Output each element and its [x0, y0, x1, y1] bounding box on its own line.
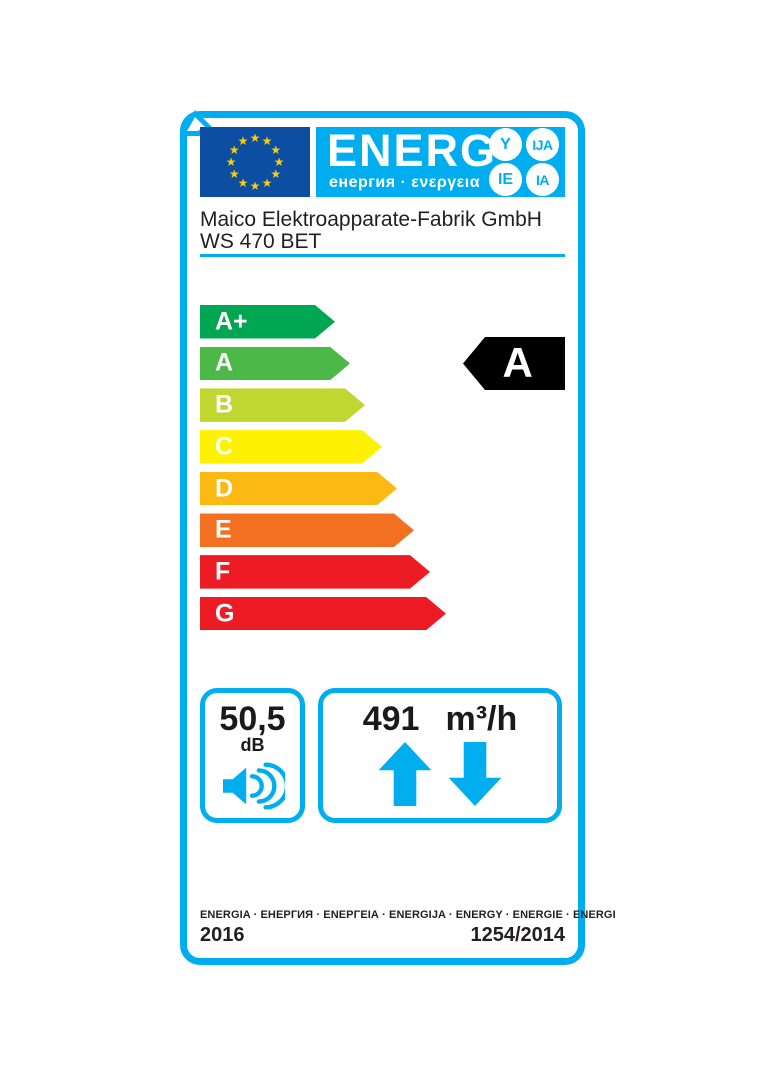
svg-text:★: ★	[262, 134, 273, 148]
footer-languages: ENERGIA · ЕНЕРГИЯ · ΕΝΕΡΓΕΙΑ · ENERGIJA …	[200, 909, 616, 921]
scale-arrow-e: E	[200, 513, 414, 547]
airflow-unit: m³/h	[445, 700, 518, 738]
label-header: ★ ★ ★ ★ ★ ★ ★ ★ ★ ★ ★ ★	[200, 127, 565, 197]
scale-arrow-label: A	[215, 348, 234, 377]
airflow-value: 491	[362, 700, 420, 738]
value-boxes: 50,5 dB 491 m³/h	[200, 688, 565, 823]
energ-logo: ENERG енергия · ενεργεια Y IJA IE IA	[316, 127, 565, 197]
svg-text:★: ★	[270, 143, 281, 157]
energ-suffix-circles: Y IJA IE IA	[489, 128, 561, 196]
scale-arrow-f: F	[200, 555, 430, 589]
airflow-value-line: 491 m³/h	[323, 702, 557, 736]
efficiency-scale: A+ A B C D E F G A	[200, 305, 565, 641]
footer-row: 2016 1254/2014	[200, 924, 565, 947]
suffix-circle-y: Y	[489, 128, 522, 161]
supplier-block: Maico Elektroapparate-Fabrik GmbH WS 470…	[200, 209, 565, 253]
arrow-up-icon	[378, 742, 432, 806]
scale-arrow-g: G	[200, 597, 446, 631]
noise-value: 50,5	[219, 700, 286, 738]
label-content: ★ ★ ★ ★ ★ ★ ★ ★ ★ ★ ★ ★	[200, 127, 616, 949]
energ-logo-text: ENERG	[327, 125, 498, 176]
eu-flag-icon: ★ ★ ★ ★ ★ ★ ★ ★ ★ ★ ★ ★	[200, 127, 310, 197]
svg-text:★: ★	[229, 167, 240, 181]
svg-text:★: ★	[262, 176, 273, 190]
divider-rule	[200, 254, 565, 257]
energy-label: ★ ★ ★ ★ ★ ★ ★ ★ ★ ★ ★ ★	[180, 110, 616, 965]
svg-text:★: ★	[250, 131, 261, 145]
svg-text:★: ★	[238, 134, 249, 148]
airflow-box: 491 m³/h	[318, 688, 562, 823]
scale-arrow-label: D	[215, 474, 234, 502]
scale-arrow-label: F	[215, 557, 231, 586]
suffix-circle-ie: IE	[489, 163, 522, 196]
scale-arrow-c: C	[200, 430, 382, 464]
rating-class-letter: A	[502, 338, 533, 386]
eu-stars-icon: ★ ★ ★ ★ ★ ★ ★ ★ ★ ★ ★ ★	[226, 131, 285, 193]
svg-text:★: ★	[270, 167, 281, 181]
noise-unit: dB	[240, 735, 265, 755]
scale-arrow-label: C	[215, 432, 234, 461]
supplier-name: Maico Elektroapparate-Fabrik GmbH	[200, 208, 542, 231]
speaker-icon	[205, 761, 300, 816]
svg-text:★: ★	[226, 155, 237, 169]
svg-text:★: ★	[250, 179, 261, 193]
suffix-circle-ia: IA	[526, 163, 559, 196]
model-name: WS 470 BET	[200, 230, 322, 253]
scale-arrow-b: B	[200, 388, 365, 422]
scale-arrow-d: D	[200, 472, 397, 506]
suffix-circle-ija: IJA	[526, 128, 559, 161]
airflow-arrows	[323, 742, 557, 806]
rating-arrow: A	[463, 337, 565, 390]
svg-text:★: ★	[229, 143, 240, 157]
scale-arrow-a: A	[200, 347, 350, 381]
svg-text:★: ★	[274, 155, 285, 169]
scale-arrow-a-plus: A+	[200, 305, 335, 339]
svg-text:★: ★	[238, 176, 249, 190]
noise-box: 50,5 dB	[200, 688, 305, 823]
footer-year: 2016	[200, 924, 245, 946]
scale-arrow-label: E	[215, 515, 232, 544]
scale-arrow-label: G	[215, 599, 235, 628]
footer-regulation: 1254/2014	[470, 924, 565, 946]
energ-logo-subtext: енергия · ενεργεια	[329, 174, 481, 191]
scale-arrow-label: B	[215, 390, 234, 419]
scale-arrow-label: A+	[215, 307, 248, 336]
arrow-down-icon	[448, 742, 502, 806]
